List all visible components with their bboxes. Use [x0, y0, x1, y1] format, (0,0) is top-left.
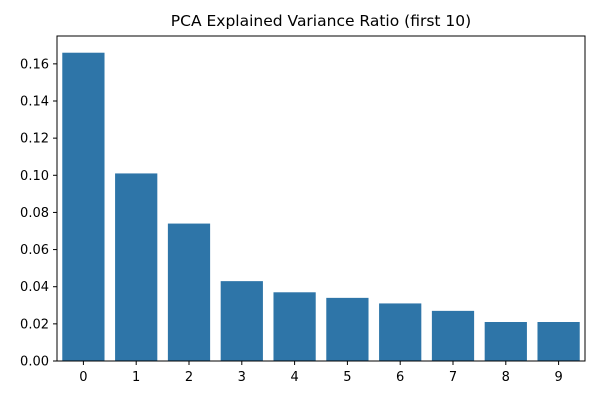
bar-0 — [62, 52, 105, 362]
bar-8 — [484, 322, 527, 361]
x-tick-label: 0 — [79, 370, 87, 385]
x-tick-label: 7 — [449, 370, 457, 385]
x-tick-label: 4 — [290, 370, 298, 385]
y-axis: 0.00 0.02 0.04 0.06 0.08 0.10 0.12 0.14 0.16 — [20, 57, 57, 370]
bar-4 — [273, 292, 316, 361]
y-tick-label: 0.02 — [20, 317, 49, 332]
bar-9 — [537, 322, 580, 361]
bar-5 — [326, 297, 369, 361]
x-tick-label: 6 — [396, 370, 404, 385]
y-tick-label: 0.08 — [20, 206, 49, 221]
bar-3 — [220, 281, 263, 361]
bar-2 — [167, 223, 211, 361]
chart-title: PCA Explained Variance Ratio (first 10) — [171, 12, 471, 30]
y-tick-label: 0.04 — [20, 280, 49, 295]
x-axis: 0 1 2 3 4 5 6 7 8 9 — [79, 361, 563, 385]
x-tick-label: 2 — [185, 370, 193, 385]
y-tick-label: 0.10 — [20, 169, 49, 184]
y-tick-label: 0.12 — [20, 132, 49, 147]
plot-frame — [56, 35, 586, 362]
bar-1 — [115, 173, 158, 361]
x-tick-label: 8 — [502, 370, 510, 385]
x-tick-label: 3 — [238, 370, 246, 385]
bars-layer — [62, 52, 580, 362]
y-tick-label: 0.00 — [20, 355, 49, 370]
x-tick-label: 5 — [343, 370, 351, 385]
x-tick-label: 1 — [132, 370, 140, 385]
y-tick-label: 0.16 — [20, 57, 49, 72]
bar-6 — [379, 303, 422, 361]
bar-7 — [431, 310, 475, 361]
x-tick-label: 9 — [554, 370, 562, 385]
y-tick-label: 0.14 — [20, 95, 49, 110]
y-tick-label: 0.06 — [20, 243, 49, 258]
